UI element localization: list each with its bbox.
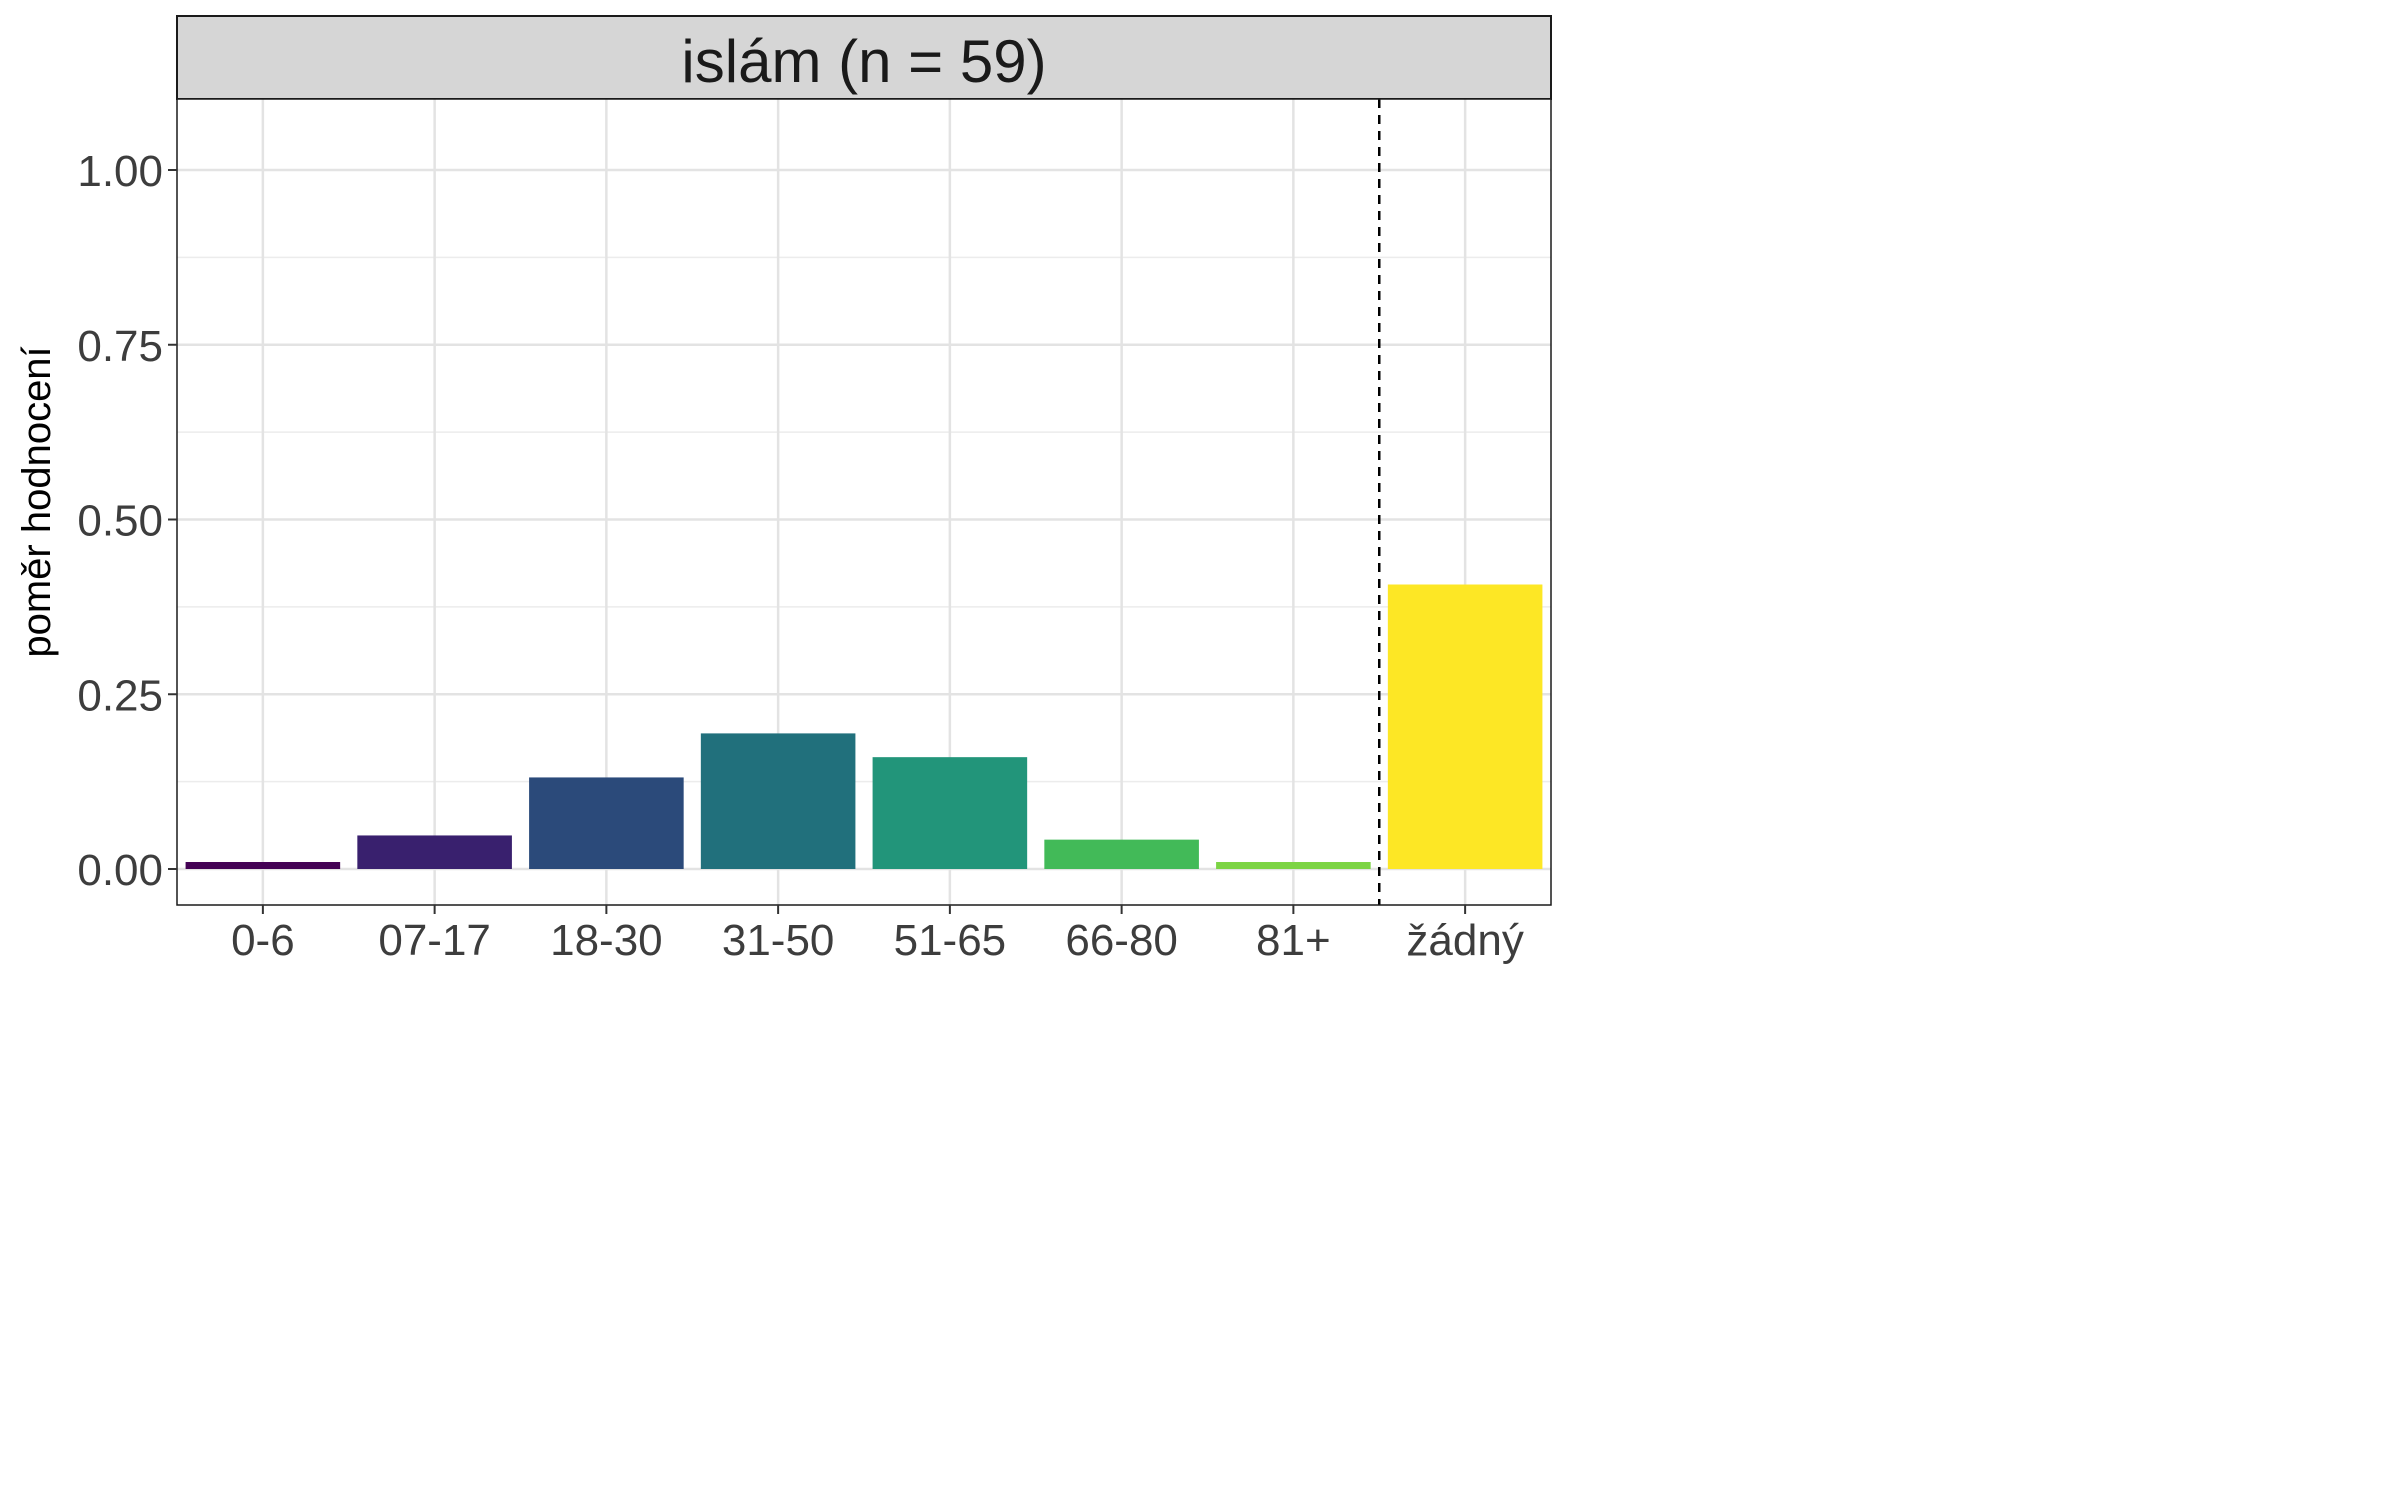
bar-chart: islám (n = 59) 0.000.250.500.751.00 0-6 0…	[15, 15, 1552, 965]
x-tick-label: 81+	[1256, 916, 1331, 965]
y-tick-label: 0.50	[77, 497, 163, 546]
x-tick-label: 66-80	[1065, 916, 1178, 965]
bar-0-6	[185, 862, 341, 869]
y-axis: 0.00 0.25 0.50 0.75 1.00	[77, 147, 177, 895]
y-tick-label: 0.00	[77, 846, 163, 895]
y-axis-title: poměr hodnocení	[15, 346, 59, 657]
facet-title: islám (n = 59)	[681, 28, 1046, 95]
y-tick-label: 0.25	[77, 671, 163, 720]
x-tick-label: 18-30	[550, 916, 663, 965]
x-tick-label: žádný	[1406, 916, 1523, 965]
bar-51-65	[872, 757, 1028, 869]
x-tick-label: 31-50	[722, 916, 835, 965]
bar-18-30	[529, 777, 684, 869]
plot-panel	[177, 99, 1551, 905]
x-tick-label: 0-6	[231, 916, 295, 965]
bar-07-17	[357, 835, 512, 869]
bar-66-80	[1044, 839, 1199, 869]
bars	[185, 584, 1543, 869]
x-tick-label: 51-65	[894, 916, 1007, 965]
facet-strip	[176, 15, 1552, 100]
y-tick-label: 0.75	[77, 322, 163, 371]
plot-border	[176, 98, 1552, 906]
bar-žádný	[1387, 584, 1543, 869]
grid-minor	[177, 256, 1551, 783]
grid-major	[177, 99, 1551, 905]
x-axis: 0-6 07-17 18-30 31-50 51-65 66-80 81+ žádný	[231, 905, 1524, 965]
bar-81+	[1216, 862, 1371, 869]
bar-31-50	[700, 733, 856, 869]
x-tick-label: 07-17	[378, 916, 491, 965]
y-tick-label: 1.00	[77, 147, 163, 196]
